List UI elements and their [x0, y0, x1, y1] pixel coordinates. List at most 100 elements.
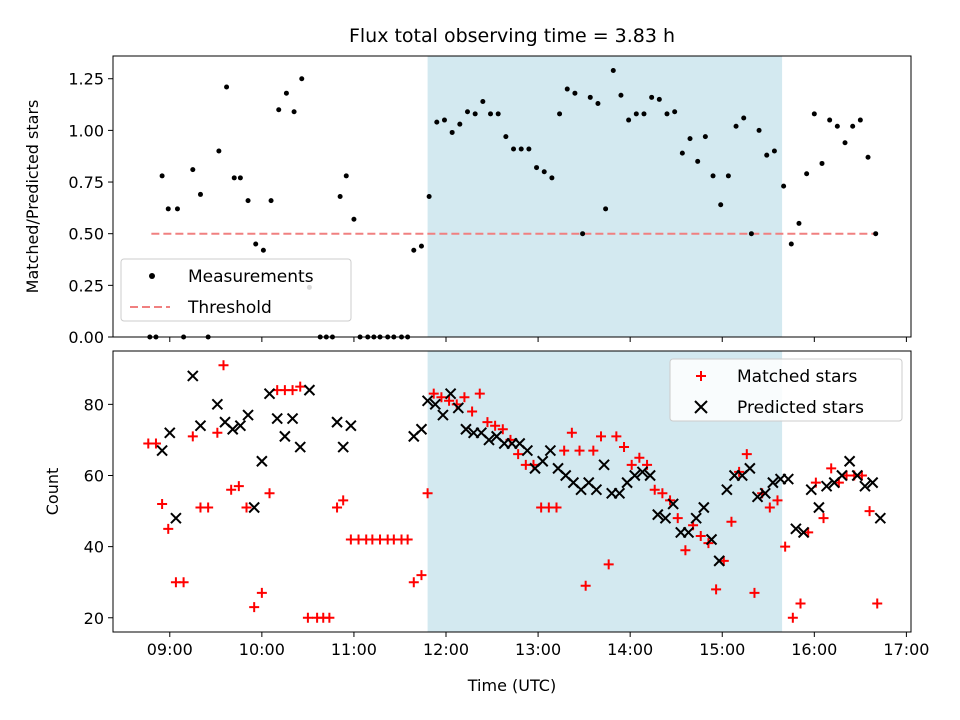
- legend-frame: [120, 258, 352, 322]
- x-axis-label: Time (UTC): [467, 676, 556, 695]
- data-point: [197, 191, 203, 197]
- data-point: [164, 427, 176, 439]
- data-point: [787, 612, 798, 623]
- data-point: [337, 441, 349, 453]
- data-point: [827, 117, 833, 123]
- data-point: [264, 488, 275, 499]
- x-tick-label: 17:00: [883, 640, 929, 659]
- legend-item: Matched stars: [696, 367, 857, 387]
- data-point: [170, 512, 182, 524]
- data-point: [749, 587, 760, 598]
- chart-title: Flux total observing time = 3.83 h: [349, 25, 675, 47]
- x-tick-label: 11:00: [331, 640, 377, 659]
- data-point: [603, 206, 609, 212]
- count-panel: 09:00 10:00 11:00 12:00 13:00 14:00 15:00 16:00…: [43, 350, 929, 695]
- legend-marker: [694, 400, 708, 414]
- data-point: [596, 431, 607, 442]
- data-point: [587, 94, 593, 100]
- data-point: [536, 455, 549, 467]
- data-point: [619, 442, 630, 453]
- y-tick-label: 1.00: [68, 121, 104, 140]
- data-point: [483, 434, 495, 446]
- data-point: [588, 445, 599, 456]
- data-point: [408, 577, 419, 588]
- data-point: [271, 412, 283, 425]
- data-point: [245, 198, 251, 204]
- data-point: [872, 598, 883, 609]
- data-point: [551, 502, 562, 513]
- data-point: [636, 466, 649, 478]
- data-point: [613, 487, 626, 499]
- series-measurements: [147, 67, 879, 340]
- y-tick-label: 0.25: [68, 276, 104, 295]
- data-point: [216, 148, 222, 154]
- data-point: [422, 488, 433, 499]
- data-point: [652, 508, 664, 521]
- data-point: [495, 111, 501, 117]
- data-point: [437, 409, 449, 421]
- data-point: [713, 555, 725, 567]
- data-point: [163, 523, 174, 534]
- x-tick-label: 15:00: [699, 640, 745, 659]
- data-point: [874, 512, 887, 524]
- data-point: [598, 459, 610, 471]
- data-point: [159, 173, 165, 179]
- data-point: [482, 417, 493, 428]
- y-tick-label: 60: [84, 466, 104, 485]
- data-point: [603, 559, 614, 570]
- data-point: [526, 146, 532, 152]
- legend-marker: [696, 371, 706, 381]
- data-point: [695, 158, 701, 164]
- data-point: [449, 129, 455, 135]
- data-point: [873, 231, 879, 237]
- data-point: [725, 173, 731, 179]
- data-point: [226, 484, 237, 495]
- data-point: [444, 395, 455, 406]
- data-point: [580, 580, 591, 591]
- data-point: [772, 495, 783, 506]
- x-tick-label: 13:00: [515, 640, 561, 659]
- data-point: [194, 419, 207, 432]
- data-point: [231, 175, 237, 181]
- observing-interval-shade: [427, 56, 783, 337]
- data-point: [818, 513, 829, 524]
- data-point: [782, 473, 794, 485]
- data-point: [572, 90, 578, 96]
- data-point: [813, 501, 825, 514]
- data-point: [464, 109, 470, 115]
- data-point: [338, 495, 349, 506]
- data-point: [611, 431, 622, 442]
- data-point: [819, 160, 825, 166]
- data-point: [212, 427, 223, 438]
- data-point: [687, 136, 693, 142]
- data-point: [287, 385, 298, 396]
- data-point: [511, 146, 517, 152]
- data-point: [226, 423, 239, 435]
- data-point: [418, 243, 424, 249]
- legend-marker: [149, 273, 155, 279]
- legend-label: Threshold: [187, 298, 272, 318]
- data-point: [711, 584, 722, 595]
- data-point: [756, 127, 762, 133]
- data-point: [332, 502, 343, 513]
- data-point: [534, 165, 540, 171]
- data-point: [467, 406, 478, 417]
- data-point: [649, 94, 655, 100]
- data-point: [759, 487, 771, 499]
- data-point: [626, 459, 637, 470]
- data-point: [156, 444, 168, 457]
- data-point: [472, 111, 478, 117]
- data-point: [268, 198, 274, 204]
- data-point: [256, 587, 267, 598]
- data-point: [187, 370, 199, 382]
- data-point: [805, 484, 817, 496]
- data-point: [283, 90, 289, 96]
- data-point: [428, 388, 439, 399]
- data-point: [780, 541, 791, 552]
- y-tick-label: 0.50: [68, 225, 104, 244]
- data-point: [488, 111, 494, 117]
- y-axis-label: Matched/Predicted stars: [23, 100, 42, 294]
- data-point: [150, 438, 161, 449]
- data-point: [279, 430, 291, 443]
- data-point: [718, 202, 724, 208]
